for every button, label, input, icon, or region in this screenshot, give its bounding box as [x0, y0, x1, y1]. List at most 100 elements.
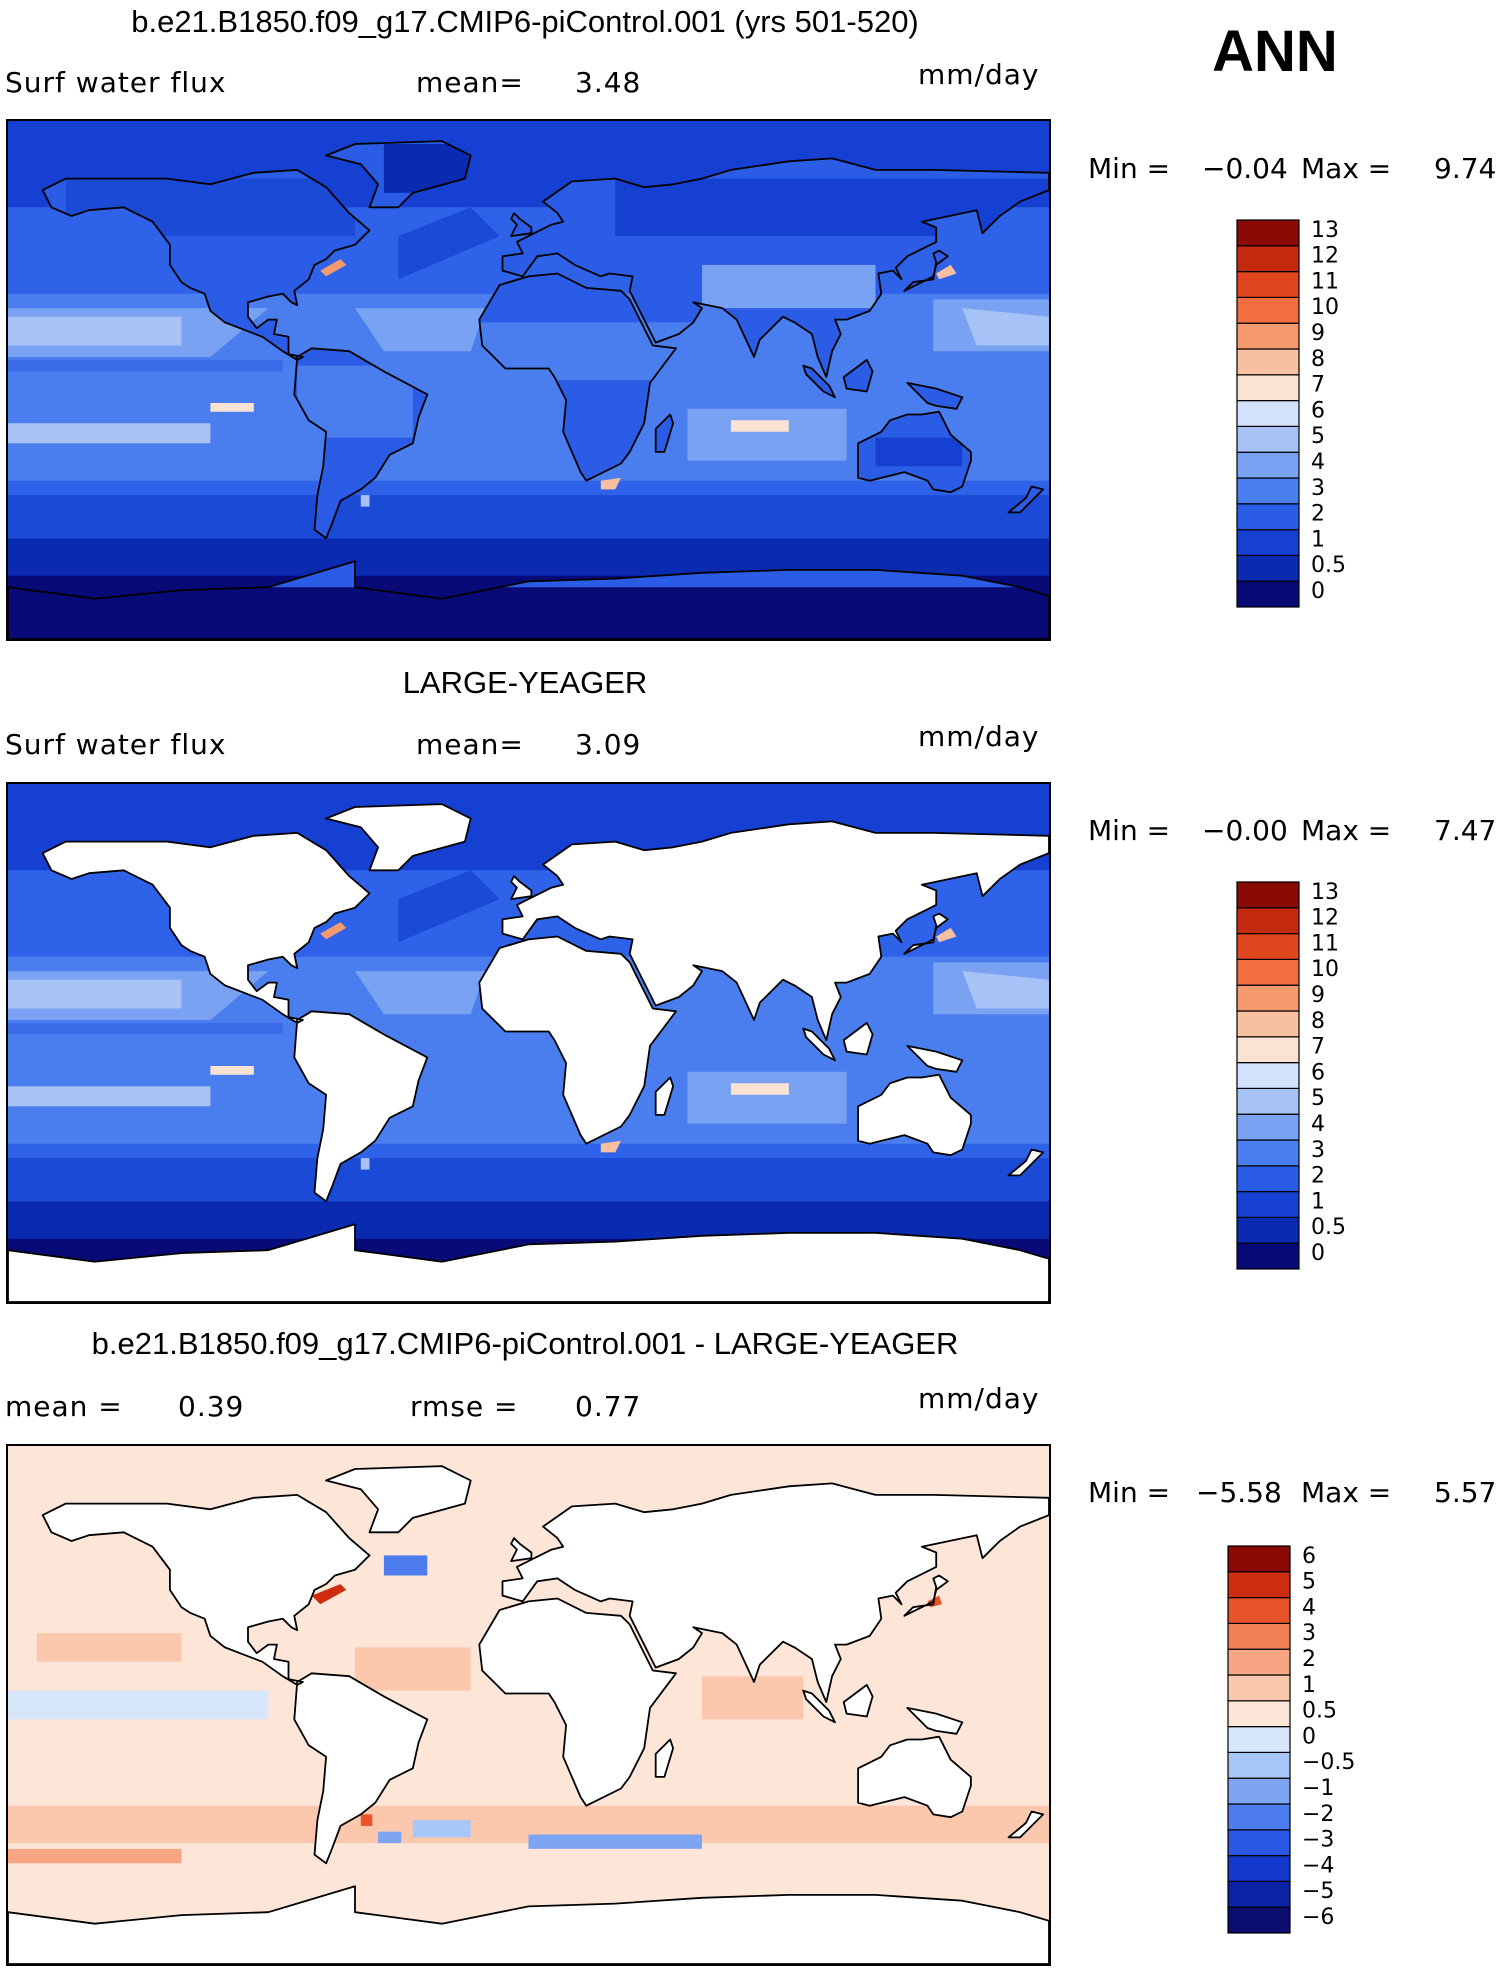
colorbar-tick-label: 6 — [1302, 1544, 1316, 1569]
colorbar-swatch — [1227, 1700, 1291, 1728]
panel-3-colorbar: −6 −5 −4 −3 −2 −1 −0.5 0 0.5 1 2 3 4 5 6 — [1227, 1544, 1378, 1935]
colorbar-tick-label: 10 — [1311, 957, 1339, 982]
panel-2-max-label: Max = — [1301, 814, 1392, 847]
colorbar-swatch — [1236, 529, 1300, 557]
colorbar-swatch — [1236, 425, 1300, 453]
colorbar-tick-label: −4 — [1302, 1853, 1334, 1878]
colorbar-swatch — [1227, 1906, 1291, 1934]
colorbar-swatch — [1236, 1139, 1300, 1167]
contour-region — [687, 1071, 847, 1124]
colorbar-tick-label: 2 — [1311, 1164, 1325, 1189]
contour-region — [8, 1848, 182, 1864]
colorbar-tick-label: 11 — [1311, 269, 1339, 294]
colorbar-swatch — [1227, 1829, 1291, 1857]
colorbar-tick-label: 5 — [1302, 1570, 1316, 1595]
colorbar-swatch — [1236, 451, 1300, 479]
colorbar-swatch — [1236, 1165, 1300, 1193]
panel-2-colorbar: 0 0.5 1 2 3 4 5 6 7 8 9 10 11 12 13 — [1236, 880, 1387, 1271]
contour-region — [936, 264, 957, 280]
panel-1-title: b.e21.B1850.f09_g17.CMIP6-piControl.001 … — [131, 4, 919, 39]
panel-2-title: LARGE-YEAGER — [402, 665, 648, 700]
panel-3-max-label: Max = — [1301, 1476, 1392, 1509]
contour-region — [383, 1555, 428, 1576]
colorbar-swatch — [1236, 580, 1300, 608]
colorbar-swatch — [1227, 1571, 1291, 1599]
world-map-svg — [8, 121, 1049, 639]
contour-region — [8, 1086, 211, 1107]
panel-1-mean-label: mean= — [416, 66, 524, 99]
colorbar-swatch — [1236, 984, 1300, 1012]
colorbar-tick-label: −1 — [1302, 1776, 1334, 1801]
colorbar-swatch — [1236, 1242, 1300, 1270]
colorbar-tick-label: −3 — [1302, 1828, 1334, 1853]
colorbar-tick-label: 3 — [1311, 476, 1325, 501]
contour-region — [600, 1140, 621, 1153]
panel-3-map — [6, 1444, 1051, 1966]
colorbar-swatch — [1227, 1622, 1291, 1650]
colorbar-swatch — [1236, 1036, 1300, 1064]
colorbar-tick-label: −5 — [1302, 1879, 1334, 1904]
panel-3-title: b.e21.B1850.f09_g17.CMIP6-piControl.001 … — [91, 1326, 959, 1361]
panel-3-min-value: −5.58 — [1196, 1476, 1282, 1509]
contour-region — [8, 1805, 1049, 1844]
contour-region — [8, 1690, 269, 1720]
contour-region — [412, 1820, 471, 1838]
colorbar-tick-label: 3 — [1302, 1621, 1316, 1646]
colorbar-swatch — [1227, 1855, 1291, 1883]
colorbar-tick-label: 7 — [1311, 1035, 1325, 1060]
contour-region — [320, 922, 347, 940]
colorbar-swatch — [1236, 477, 1300, 505]
panel-3-units: mm/day — [918, 1382, 1040, 1415]
contour-region — [355, 1647, 471, 1691]
colorbar-tick-label: 13 — [1311, 218, 1339, 243]
colorbar-swatch — [1227, 1674, 1291, 1702]
panel-1-map — [6, 119, 1051, 641]
coastlines — [8, 803, 1049, 1302]
colorbar-tick-label: 1 — [1311, 1189, 1325, 1214]
contour-region — [360, 1814, 373, 1826]
panel-2-min-label: Min = — [1088, 814, 1171, 847]
panel-3-min-label: Min = — [1088, 1476, 1171, 1509]
colorbar-tick-label: 8 — [1311, 1009, 1325, 1034]
colorbar-tick-label: 5 — [1311, 1086, 1325, 1111]
panel-2-map — [6, 782, 1051, 1304]
contour-region — [730, 1083, 789, 1095]
contour-region — [528, 1834, 702, 1849]
colorbar-tick-label: 0 — [1311, 1241, 1325, 1266]
colorbar-tick-label: 4 — [1311, 450, 1325, 475]
contour-region — [730, 420, 789, 432]
colorbar-tick-label: 11 — [1311, 931, 1339, 956]
colorbar-swatch — [1236, 1062, 1300, 1090]
contour-region — [962, 308, 1049, 346]
colorbar-tick-label: 13 — [1311, 880, 1339, 905]
colorbar-tick-label: 1 — [1302, 1673, 1316, 1698]
contour-region — [8, 423, 211, 444]
land-mask — [8, 804, 1049, 1302]
contour-region — [702, 1676, 804, 1720]
colorbar-tick-label: 6 — [1311, 398, 1325, 423]
panel-2-max-value: 7.47 — [1434, 814, 1497, 847]
colorbar-swatch — [1236, 958, 1300, 986]
colorbar-tick-label: 2 — [1302, 1647, 1316, 1672]
panel-3-rmse-label: rmse = — [410, 1390, 519, 1423]
panel-2-units: mm/day — [918, 720, 1040, 753]
colorbar-swatch — [1227, 1880, 1291, 1908]
panel-2-min-value: −0.00 — [1202, 814, 1288, 847]
colorbar-tick-label: 2 — [1311, 502, 1325, 527]
colorbar-tick-label: 8 — [1311, 347, 1325, 372]
colorbar-tick-label: 0.5 — [1302, 1699, 1337, 1724]
panel-3-rmse-value: 0.77 — [575, 1390, 642, 1423]
contour-region — [8, 359, 283, 372]
colorbar-swatch — [1227, 1777, 1291, 1805]
panel-2-mean-value: 3.09 — [575, 728, 642, 761]
contour-region — [355, 308, 486, 352]
panel-1-variable-label: Surf water flux — [5, 66, 227, 99]
colorbar-tick-label: 5 — [1311, 424, 1325, 449]
colorbar-swatch — [1236, 1113, 1300, 1141]
colorbar-tick-label: 1 — [1311, 527, 1325, 552]
contour-region — [210, 403, 254, 412]
contour-region — [378, 1831, 402, 1844]
colorbar-tick-label: 9 — [1311, 983, 1325, 1008]
